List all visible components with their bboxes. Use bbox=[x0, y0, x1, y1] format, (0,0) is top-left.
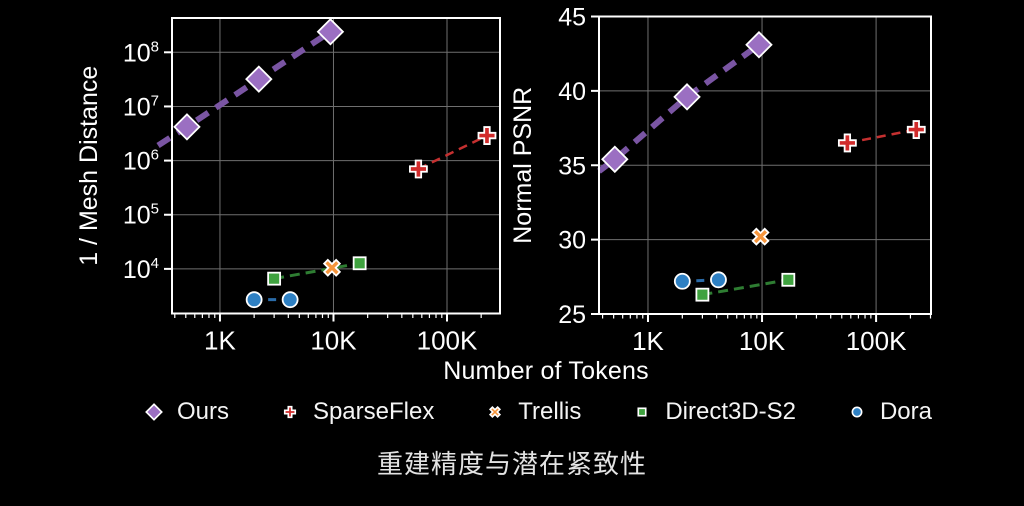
data-point-dora bbox=[245, 291, 263, 309]
data-point-trellis bbox=[751, 227, 770, 246]
y-tick-label: 30 bbox=[558, 227, 586, 255]
legend: Ours SparseFlex Trellis Direct3D-S2 Dora bbox=[142, 394, 932, 430]
y-tick-label: 105 bbox=[123, 201, 159, 230]
legend-label: Trellis bbox=[518, 398, 582, 425]
legend-marker-direct3d-s2 bbox=[637, 407, 647, 417]
data-point-ours bbox=[673, 83, 701, 111]
legend-marker-trellis bbox=[489, 405, 502, 419]
data-point-sparseflex bbox=[477, 126, 497, 145]
series-sparseflex bbox=[837, 120, 926, 153]
legend-marker-dora bbox=[851, 406, 863, 418]
x-tick-label: 1K bbox=[632, 326, 664, 356]
x-marker-icon bbox=[489, 405, 502, 419]
x-tick-label: 1K bbox=[204, 326, 236, 356]
legend-marker-sparseflex bbox=[283, 405, 297, 419]
legend-item-trellis: Trellis bbox=[483, 398, 581, 426]
y-axis-label: Normal PSNR bbox=[509, 87, 537, 244]
series-ours bbox=[597, 30, 773, 174]
series-dora bbox=[245, 291, 299, 309]
data-point-dora bbox=[673, 272, 691, 290]
gridlines bbox=[172, 18, 500, 314]
diamond-marker-icon bbox=[145, 403, 163, 421]
square-marker-icon bbox=[637, 407, 647, 417]
legend-label: SparseFlex bbox=[312, 398, 435, 425]
legend-marker-ours bbox=[145, 403, 163, 421]
x-tick-label: 10K bbox=[310, 326, 357, 356]
y-tick-label: 104 bbox=[123, 255, 159, 284]
data-point-ours bbox=[245, 65, 273, 93]
data-point-trellis bbox=[322, 258, 342, 277]
x-ticks bbox=[174, 313, 482, 322]
series-ours bbox=[156, 17, 345, 149]
data-point-sparseflex bbox=[837, 133, 857, 153]
legend-item-dora: Dora bbox=[845, 398, 932, 426]
y-tick-label: 108 bbox=[123, 38, 159, 67]
series-dora bbox=[673, 271, 727, 290]
trend-line-ours bbox=[156, 29, 333, 149]
x-axis-label: Number of Tokens bbox=[443, 357, 649, 385]
x-tick-label: 100K bbox=[846, 326, 907, 356]
x-ticks bbox=[601, 314, 932, 322]
data-point-dora bbox=[281, 291, 299, 309]
trend-line-direct3d-s2 bbox=[273, 261, 360, 281]
x-tick-label: 10K bbox=[739, 326, 786, 356]
series-sparseflex bbox=[409, 126, 497, 179]
legend-label: Dora bbox=[879, 398, 932, 425]
data-point-sparseflex bbox=[409, 159, 428, 179]
x-tick-label: 100K bbox=[417, 326, 478, 356]
legend-label: Direct3D-S2 bbox=[665, 398, 797, 425]
plus-marker-icon bbox=[283, 405, 297, 419]
data-point-ours bbox=[316, 17, 345, 46]
trend-line-direct3d-s2 bbox=[702, 278, 789, 297]
legend-label: Ours bbox=[177, 398, 230, 425]
y-tick-label: 35 bbox=[558, 152, 586, 180]
right-chart: 1K 10K 100K 25 30 35 40 45 Normal PSNR bbox=[509, 4, 932, 356]
legend-item-ours: Ours bbox=[142, 398, 229, 426]
data-point-ours bbox=[601, 145, 629, 174]
data-point-direct3d-s2 bbox=[781, 272, 796, 287]
charts-canvas: 1K 10K 100K 104 105 106 107 108 1 / Mesh Distanc… bbox=[75, 4, 932, 356]
series-trellis bbox=[751, 227, 770, 246]
circle-marker-icon bbox=[851, 406, 863, 418]
legend-item-direct3d-s2: Direct3D-S2 bbox=[630, 398, 796, 426]
series-trellis bbox=[322, 258, 342, 277]
data-point-direct3d-s2 bbox=[695, 287, 710, 302]
trend-line-ours bbox=[597, 42, 761, 174]
data-point-ours bbox=[173, 113, 201, 141]
trend-line-sparseflex bbox=[847, 128, 917, 145]
axes-box bbox=[171, 17, 501, 315]
data-point-direct3d-s2 bbox=[352, 256, 367, 271]
gridlines bbox=[599, 16, 931, 315]
y-tick-label: 25 bbox=[558, 301, 586, 329]
y-axis-label: 1 / Mesh Distance bbox=[75, 66, 103, 266]
y-tick-label: 106 bbox=[123, 147, 159, 176]
y-tick-label: 107 bbox=[123, 92, 159, 121]
legend-item-sparseflex: SparseFlex bbox=[278, 398, 434, 426]
data-point-sparseflex bbox=[906, 120, 926, 139]
data-point-dora bbox=[710, 271, 727, 289]
data-point-ours bbox=[745, 30, 773, 59]
y-tick-label: 45 bbox=[558, 4, 586, 32]
series-direct3d-s2 bbox=[267, 256, 367, 286]
trend-line-sparseflex bbox=[417, 134, 488, 171]
caption: 重建精度与潜在紧致性 bbox=[376, 449, 647, 479]
series-direct3d-s2 bbox=[695, 272, 796, 302]
data-point-direct3d-s2 bbox=[267, 271, 282, 286]
left-chart: 1K 10K 100K 104 105 106 107 108 1 / Mesh Distanc… bbox=[75, 17, 501, 356]
y-tick-label: 40 bbox=[558, 78, 586, 106]
